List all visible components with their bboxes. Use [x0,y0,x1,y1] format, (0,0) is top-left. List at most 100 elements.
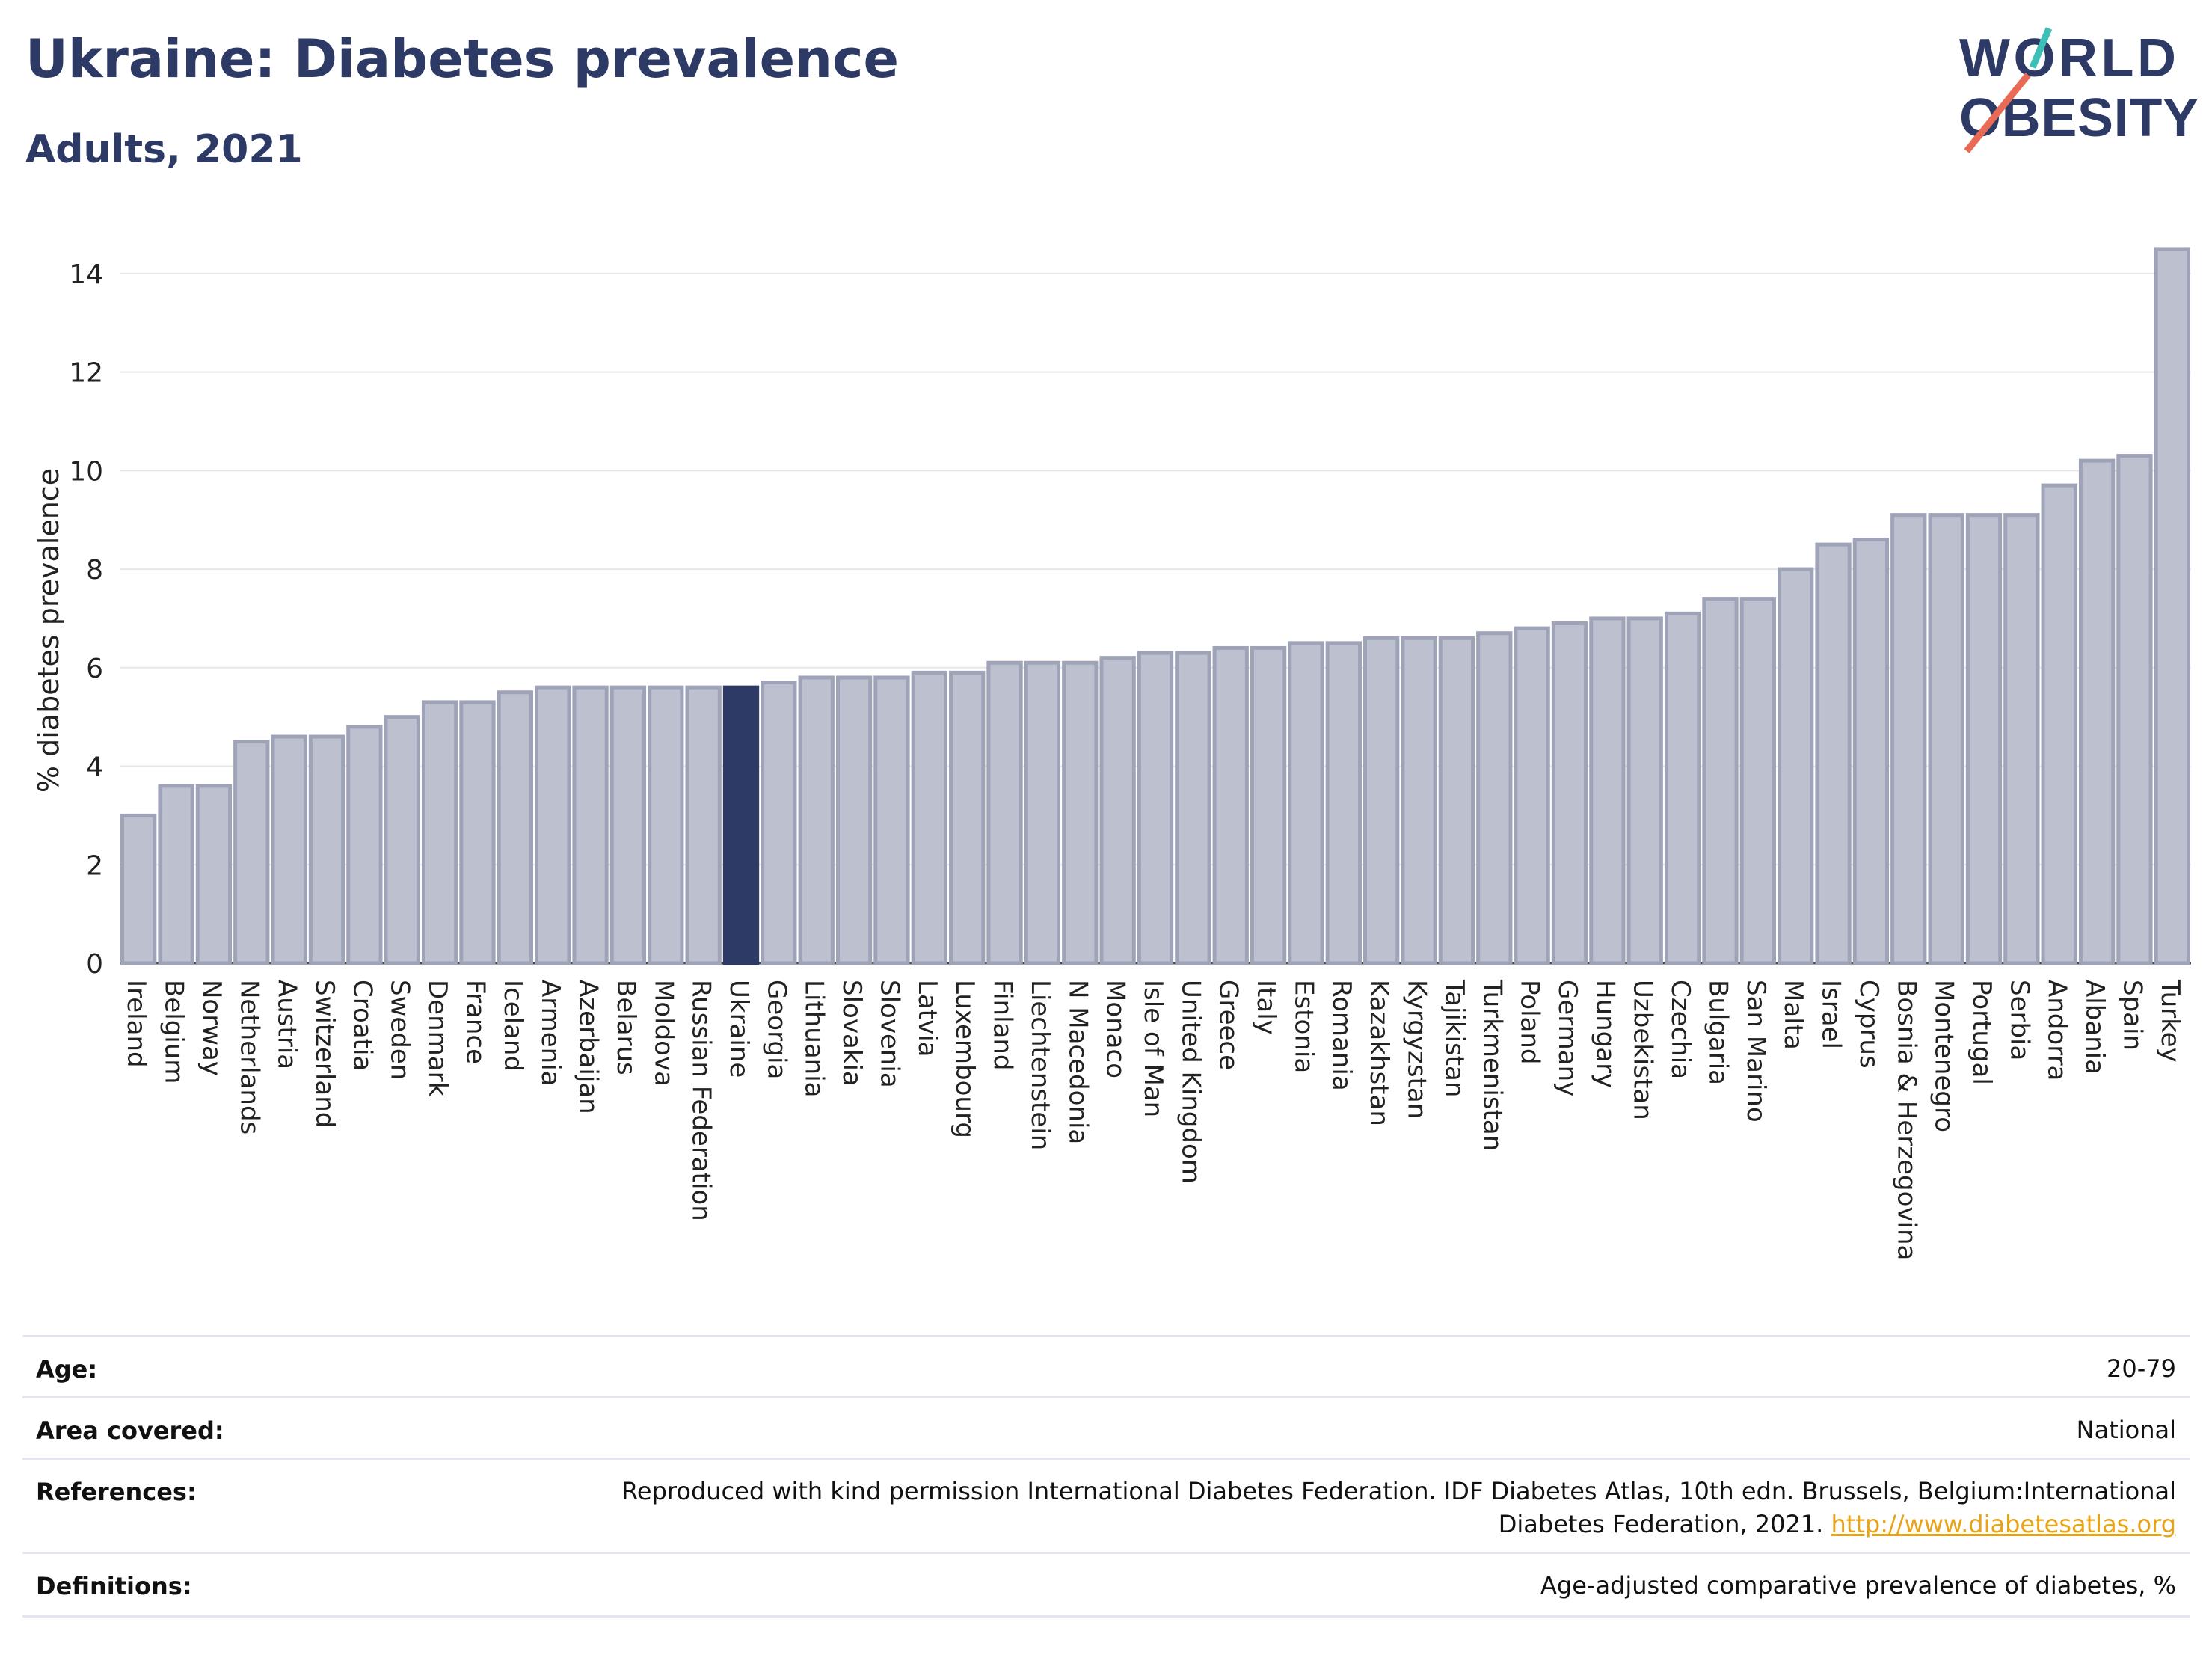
bar [648,685,684,965]
info-row-age: Age: 20-79 [22,1335,2190,1398]
bar [346,725,383,965]
reference-line-1: Reproduced with kind permission Internat… [621,1477,2176,1505]
bar [308,734,345,965]
bar [1024,660,1061,965]
info-label: References: [36,1478,197,1506]
bar [1890,513,1927,965]
info-value: 20-79 [2107,1354,2176,1383]
x-tick-label: Switzerland [310,980,340,1128]
bar [1551,621,1588,965]
y-tick-label: 10 [69,456,103,487]
x-tick-label: Tajikistan [1440,979,1469,1097]
bar [1476,631,1513,965]
x-tick-label: Albania [2080,980,2110,1075]
bar-chart: 0 2 4 6 8 10 12 14 Ireland Belgium Norway Netherla… [32,247,2191,1260]
bar [761,681,797,965]
bar [873,675,910,965]
bar [158,784,194,965]
bar-highlighted [722,685,760,965]
bar [2041,483,2077,965]
bar [949,670,986,965]
x-tick-label: Russian Federation [686,980,716,1221]
bar [1852,538,1890,965]
bar [271,734,307,965]
y-tick-label: 2 [86,850,103,881]
x-tick-label: Ireland [121,980,151,1068]
bar [535,685,571,965]
reference-line-2: Diabetes Federation, 2021. http://www.di… [621,1508,2176,1541]
x-tick-label: United Kingdom [1176,980,1205,1184]
bars [120,247,2190,965]
x-tick-label: Kyrgyzstan [1402,980,1432,1119]
y-axis-ticks: 0 2 4 6 8 10 12 14 [69,260,103,980]
x-tick-label: Turkmenistan [1477,979,1507,1151]
x-tick-label: Montenegro [1929,980,1959,1132]
bar [798,675,835,965]
bar [911,670,947,965]
x-tick-label: Netherlands [234,980,264,1134]
page-title: Ukraine: Diabetes prevalence [25,28,899,90]
x-tick-label: Malta [1778,980,1808,1050]
x-tick-label: France [460,980,490,1064]
x-tick-label: Denmark [423,980,452,1097]
x-tick-label: Greece [1214,980,1244,1070]
info-value: Reproduced with kind permission Internat… [621,1475,2176,1541]
x-tick-label: Moldova [648,980,678,1087]
bar [1325,641,1362,965]
x-tick-label: Germany [1552,980,1582,1096]
x-tick-label: Lithuania [799,980,829,1097]
bar [1965,513,2003,965]
x-tick-label: Cyprus [1854,980,1884,1069]
bar [1664,611,1701,965]
x-tick-label: Uzbekistan [1628,980,1658,1120]
x-tick-label: Belarus [611,980,641,1075]
x-tick-label: Iceland [498,980,528,1072]
bar [1928,513,1964,965]
x-tick-label: Ukraine [724,980,754,1078]
svg-text:OBESITY: OBESITY [1959,88,2199,148]
x-tick-label: Belgium [159,980,189,1084]
x-tick-label: Estonia [1288,980,1318,1073]
x-tick-label: Finland [988,980,1018,1071]
x-tick-label: Luxembourg [950,980,980,1138]
bar [2154,247,2190,965]
bar [572,685,609,965]
x-tick-label: Georgia [761,980,791,1079]
x-tick-label: Austria [272,980,302,1069]
bar [384,715,420,965]
x-tick-label: Portugal [1967,980,1997,1085]
info-row-area: Area covered: National [22,1396,2190,1460]
x-tick-label: Poland [1515,980,1545,1065]
x-tick-label: Monaco [1101,980,1131,1078]
bar [1815,542,1852,965]
info-label: Area covered: [36,1416,224,1445]
bar [609,685,647,965]
y-tick-label: 8 [86,555,103,586]
bar [1702,597,1739,965]
diabetes-atlas-link[interactable]: http://www.diabetesatlas.org [1831,1510,2176,1538]
x-tick-label: Sweden [385,980,415,1080]
bar [195,784,233,965]
y-tick-label: 6 [86,654,103,684]
y-tick-label: 12 [69,358,103,389]
x-tick-label: Liechtenstein [1025,980,1055,1150]
y-axis-label: % diabetes prevalence [32,468,65,793]
bar [1778,567,1814,965]
bar [1212,645,1249,965]
x-tick-label: Bosnia & Herzegovina [1891,980,1921,1260]
bar [1137,651,1174,965]
bar [2078,458,2116,965]
x-tick-label: Azerbaijan [574,980,603,1114]
bar [1363,636,1400,965]
bar [1062,660,1099,965]
x-tick-label: Isle of Man [1138,980,1168,1117]
info-label: Definitions: [36,1572,192,1600]
bar [120,813,157,965]
x-tick-label: Norway [197,980,227,1076]
x-tick-label: Andorra [2042,980,2072,1081]
bar [497,690,533,965]
bar [1250,645,1287,965]
x-tick-label: Romania [1327,980,1357,1091]
bar [2003,513,2040,965]
x-tick-label: Serbia [2004,980,2034,1060]
